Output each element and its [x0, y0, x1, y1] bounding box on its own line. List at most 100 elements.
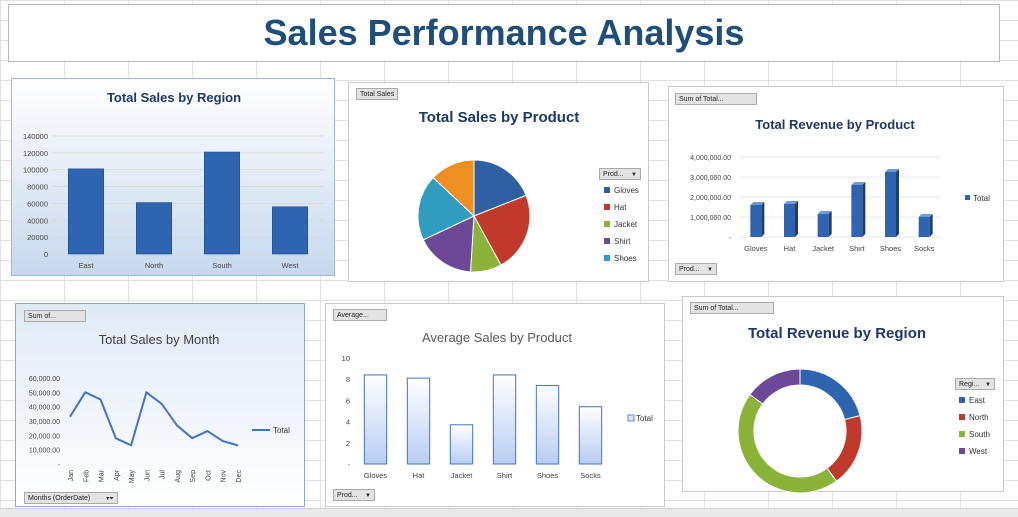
legend-label: Total [273, 426, 290, 435]
bar-top [784, 201, 798, 204]
legend-label: North [969, 413, 989, 422]
pie-slice [432, 159, 475, 218]
legend-swatch [959, 448, 965, 454]
x-tick-label: Shirt [849, 244, 865, 253]
legend-swatch [959, 414, 965, 420]
bar [68, 168, 104, 255]
chart-average-sales-by-product[interactable]: Average... Prod... ▼ Average Sales by Pro… [325, 303, 665, 507]
y-tick-label: 40000 [27, 216, 48, 225]
legend-swatch [959, 397, 965, 403]
legend-label: Gloves [614, 186, 639, 195]
bar [750, 205, 762, 237]
pie-slice [417, 176, 475, 241]
chart-revenue-by-product[interactable]: Sum of Total... Prod... ▼ Total Revenue b… [668, 86, 1004, 282]
field-button-sum-of-total[interactable]: Sum of Total... [675, 93, 757, 105]
chart-sales-by-month[interactable]: Sum of... Months (OrderDate) ▾⏷ Total Sal… [15, 303, 305, 507]
y-tick-label: 60000 [27, 199, 48, 208]
legend-label: Jacket [614, 220, 638, 229]
bar [363, 374, 388, 465]
legend-label: Hat [614, 203, 627, 212]
x-tick-label: Apr [114, 469, 121, 481]
axis-filter-button[interactable]: Prod... ▼ [333, 489, 375, 501]
x-tick-label: Jun [144, 470, 151, 481]
dropdown-arrow-icon: ▼ [631, 172, 637, 178]
y-tick-label: 140000 [23, 132, 48, 141]
field-button-average[interactable]: Average... [333, 309, 387, 321]
x-tick-label: Shoes [880, 244, 902, 253]
bar-side [929, 214, 933, 237]
legend-label: East [969, 396, 986, 405]
legend-swatch [959, 431, 965, 437]
legend-filter-button[interactable]: Regi... ▼ [955, 378, 995, 390]
y-tick-label: 60,000.00 [29, 376, 60, 383]
y-tick-label: 0 [44, 250, 48, 259]
y-tick-label: 2 [346, 439, 350, 448]
x-tick-label: Sep [190, 470, 197, 483]
y-tick-label: 20000 [27, 233, 48, 242]
y-tick-label: - [58, 462, 61, 469]
field-button-total-sales[interactable]: Total Sales [356, 88, 399, 100]
x-tick-label: Gloves [744, 244, 768, 253]
bar [272, 206, 308, 255]
legend-filter-button[interactable]: Prod... ▼ [599, 168, 641, 180]
bar-top [851, 182, 866, 185]
bar-side [761, 202, 765, 237]
bar [136, 202, 172, 255]
filter-dropdown-icon: ▾⏷ [106, 496, 114, 502]
bar [817, 214, 829, 237]
revenue-by-region-plot: Total Revenue by Region East North South Wes… [737, 325, 990, 493]
x-tick-label: Mar [99, 469, 106, 482]
x-tick-label: Oct [205, 470, 212, 481]
bar-top [918, 214, 933, 217]
y-tick-label: 10,000.00 [29, 448, 60, 455]
bar-side [795, 201, 798, 237]
y-tick-label: 8 [346, 375, 350, 384]
x-tick-label: Shirt [497, 471, 513, 480]
bar-top [750, 202, 765, 205]
axis-filter-label: Prod... [679, 266, 700, 273]
legend-swatch [604, 204, 610, 210]
bar [578, 406, 603, 465]
pie-slice [799, 368, 861, 421]
field-button-sum-of-total[interactable]: Sum of Total... [690, 302, 774, 314]
axis-filter-button[interactable]: Prod... ▼ [675, 263, 717, 275]
legend-swatch [604, 187, 610, 193]
legend-label: Total [973, 194, 990, 203]
y-tick-label: 80000 [27, 183, 48, 192]
sales-by-region-plot: Total Sales by Region 0 20000 40000 60000 800… [23, 90, 324, 270]
pie-slice [749, 368, 801, 405]
bar [492, 374, 517, 465]
x-tick-label: North [145, 261, 163, 270]
chart-sales-by-region[interactable]: Total Sales by Region 0 20000 40000 60000 800… [11, 78, 335, 276]
y-tick-label: 10 [342, 354, 350, 363]
legend-label: Total [636, 414, 653, 423]
chart-sales-by-product[interactable]: Total Sales Prod... ▼ Total Sales by Prod… [348, 82, 649, 282]
legend-label: West [969, 447, 988, 456]
horizontal-scrollbar[interactable] [0, 508, 1018, 517]
x-tick-label: Jan [68, 470, 75, 481]
x-tick-label: Aug [175, 470, 182, 483]
legend-label: South [969, 430, 990, 439]
x-tick-label: Hat [413, 471, 426, 480]
x-tick-label: Jul [160, 470, 167, 479]
dashboard-title-box: Sales Performance Analysis [8, 4, 1000, 62]
legend-swatch [604, 221, 610, 227]
x-tick-label: Feb [83, 470, 90, 482]
y-tick-label: 120000 [23, 149, 48, 158]
bar-top [817, 211, 832, 214]
legend-swatch [627, 414, 635, 422]
bar [918, 217, 930, 237]
chart-revenue-by-region[interactable]: Sum of Total... Regi... ▼ Total Revenue b… [682, 296, 1004, 493]
legend-filter-label: Regi... [959, 381, 980, 388]
x-tick-label: Dec [236, 470, 243, 483]
pie-slice [422, 215, 475, 273]
y-tick-label: 6 [346, 396, 350, 405]
y-tick-label: 100000 [23, 166, 48, 175]
axis-filter-button[interactable]: Months (OrderDate) ▾⏷ [24, 492, 118, 504]
field-button-sum-of[interactable]: Sum of... [24, 310, 86, 322]
pie-slice [473, 194, 531, 266]
bar [449, 424, 474, 465]
y-tick-label: 4,000,000.00 [690, 155, 731, 162]
y-tick-label: 1,000,000.00 [690, 215, 731, 222]
sales-by-month-plot: Total Sales by Month - 10,000.00 20,000.00 3… [29, 332, 290, 483]
